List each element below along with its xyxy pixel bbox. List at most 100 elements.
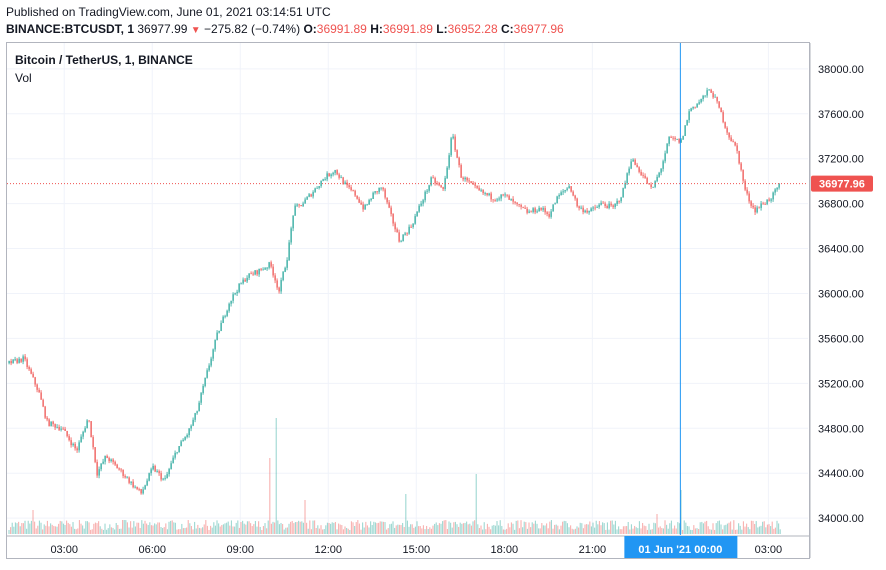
candle-body (570, 186, 572, 192)
volume-bar (637, 528, 639, 534)
volume-bar (651, 529, 653, 534)
volume-bar (138, 522, 140, 534)
candle-body (102, 461, 104, 464)
volume-bar (515, 520, 517, 534)
volume-bar (658, 527, 660, 534)
volume-bar (600, 525, 602, 534)
volume-bar (104, 523, 106, 534)
volume-bar (696, 528, 698, 534)
candle-body (110, 459, 112, 462)
volume-bar (150, 525, 152, 534)
volume-bar (251, 526, 253, 534)
candle-body (86, 420, 88, 429)
volume-bar (283, 529, 285, 534)
candle-body (382, 187, 384, 190)
volume-bar (11, 522, 13, 534)
volume-bar (389, 524, 391, 534)
volume-bar (43, 524, 45, 534)
candle-body (252, 273, 254, 275)
volume-bar (261, 529, 263, 534)
candle-body (116, 464, 118, 469)
candle-body (278, 287, 280, 292)
volume-bar (674, 525, 676, 534)
candle-body (160, 473, 162, 480)
candle-body (596, 207, 598, 208)
volume-bar (440, 523, 442, 534)
volume-bar (88, 522, 90, 534)
candle-body (122, 469, 124, 476)
candle-body (750, 201, 752, 206)
volume-bar (762, 521, 764, 534)
volume-bar (192, 529, 194, 534)
high-label: H: (370, 22, 383, 36)
volume-bar (546, 523, 548, 534)
candle-body (78, 442, 80, 451)
volume-bar (482, 529, 484, 534)
candle-body (566, 188, 568, 190)
candle-body (666, 143, 668, 154)
volume-bar (666, 524, 668, 534)
volume-bar (331, 522, 333, 534)
candle-body (40, 392, 42, 400)
candle-body (746, 189, 748, 194)
candle-body (18, 358, 20, 363)
candle-body (518, 204, 520, 205)
x-tick-label: 18:00 (491, 544, 519, 556)
volume-bar (69, 524, 71, 534)
volume-bar (486, 523, 488, 534)
candle-body (448, 155, 450, 168)
volume-bar (16, 523, 18, 534)
candle-body (460, 165, 462, 178)
y-tick-label: 34400.00 (818, 468, 864, 480)
candle-body (296, 204, 298, 206)
candle-body (408, 226, 410, 234)
volume-bar (485, 529, 487, 534)
candle-body (506, 194, 508, 196)
candle-body (372, 192, 374, 199)
candle-body (106, 455, 108, 459)
candle-body (650, 184, 652, 188)
volume-bar (171, 520, 173, 534)
volume-bar (208, 529, 210, 534)
candle-body (594, 207, 596, 209)
candle-body (714, 96, 716, 98)
candle-body (132, 481, 134, 488)
volume-bar (728, 522, 730, 534)
volume-bar (85, 521, 87, 534)
candle-body (202, 385, 204, 394)
candle-body (700, 98, 702, 103)
volume-bar (704, 521, 706, 534)
volume-bar (179, 529, 181, 534)
candle-body (12, 359, 14, 364)
volume-bar (144, 520, 146, 534)
volume-bar (758, 526, 760, 534)
volume-bar (93, 523, 95, 534)
candle-body (532, 208, 534, 212)
volume-bar (701, 521, 703, 534)
candle-body (154, 465, 156, 472)
volume-bar (400, 525, 402, 534)
candle-body (384, 189, 386, 198)
candle-body (376, 191, 378, 193)
candle-body (368, 200, 370, 205)
candle-body (136, 486, 138, 489)
volume-bar (717, 521, 719, 534)
last-price-tag (811, 175, 873, 192)
volume-bar (474, 520, 476, 534)
volume-bar (395, 525, 397, 534)
volume-bar (142, 523, 144, 534)
volume-bar (757, 527, 759, 534)
volume-bar (712, 523, 714, 534)
volume-bar (542, 525, 544, 534)
symbol-ohlc-line: BINANCE:BTCUSDT, 1 36977.99 ▼ −275.82 (−… (6, 22, 564, 36)
volume-bar (250, 523, 252, 534)
candle-body (436, 183, 438, 185)
volume-bar (349, 529, 351, 534)
candle-body (44, 406, 46, 418)
volume-bar (579, 522, 581, 534)
volume-bar (30, 520, 32, 534)
candle-body (354, 190, 356, 196)
candle-body (718, 101, 720, 108)
volume-bar (264, 523, 266, 534)
